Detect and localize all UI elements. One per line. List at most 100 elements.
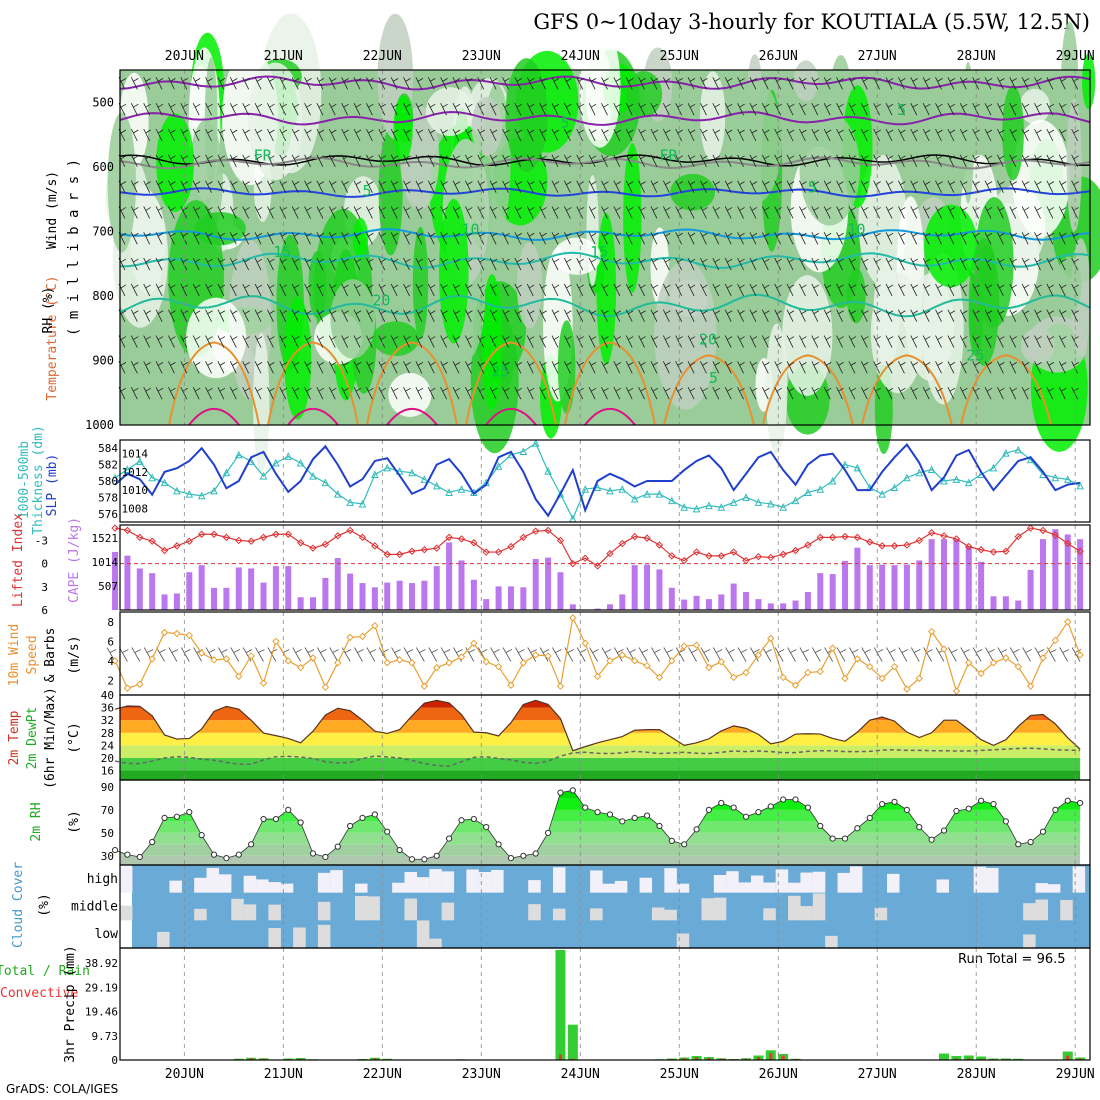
cape-bar <box>421 580 428 610</box>
wind-barb <box>601 206 609 219</box>
wind-barb <box>1009 154 1017 167</box>
wind-barb <box>984 77 993 90</box>
wind-barb <box>229 103 238 116</box>
temperature-contour-25 <box>662 354 755 426</box>
wind-barb <box>724 232 733 245</box>
wind-barb <box>1046 361 1055 374</box>
wind-barb <box>551 103 560 116</box>
wind-barb <box>836 387 844 400</box>
rh-marker <box>594 809 601 816</box>
wind-speed-marker <box>222 655 231 663</box>
wind-barb <box>836 232 844 245</box>
wind-barb <box>403 232 411 245</box>
wind-barb <box>452 309 461 322</box>
rh-marker <box>149 838 156 846</box>
wind-speed-marker <box>235 672 243 681</box>
surface-wind-barb <box>440 647 451 662</box>
wind-barb <box>1034 180 1042 193</box>
rh-marker <box>223 855 230 862</box>
wind-barb <box>366 77 374 90</box>
cape-bar <box>396 580 403 610</box>
wind-barb <box>563 103 572 116</box>
cloud-cell <box>664 909 677 921</box>
thickness-marker <box>630 494 639 503</box>
rh-marker <box>347 822 354 830</box>
wind-barb <box>563 309 572 322</box>
wind-barb <box>378 103 386 116</box>
wind-barb <box>465 128 473 142</box>
wind-barb <box>155 283 164 297</box>
wind-barb <box>761 283 770 297</box>
rh-marker <box>767 803 774 810</box>
thickness-marker <box>903 473 911 482</box>
bottom-date-label: 25JUN <box>660 1067 699 1082</box>
cloud-cell <box>849 866 863 893</box>
cloud-cell <box>317 901 331 921</box>
wind-barb <box>267 206 275 219</box>
wind-speed-marker <box>185 631 193 640</box>
precip-convective-bar <box>249 1058 253 1060</box>
wind-barb <box>984 387 993 400</box>
wind-barb <box>229 154 238 167</box>
li-marker <box>965 542 973 551</box>
wind-barb <box>675 128 683 142</box>
wind-barb <box>1071 103 1079 116</box>
wind-barb <box>737 387 745 400</box>
thickness-marker <box>420 475 429 483</box>
thickness-marker <box>222 468 231 477</box>
rh-marker <box>248 841 255 848</box>
wind-barb <box>588 103 597 116</box>
rh-marker <box>495 841 502 848</box>
wind-barb <box>860 206 869 219</box>
thickness-marker <box>457 485 466 493</box>
page-title: GFS 0~10day 3-hourly for KOUTIALA (5.5W,… <box>533 10 1090 34</box>
pressure-tick: 700 <box>92 224 114 238</box>
li-marker <box>630 532 639 541</box>
wind-barb <box>898 180 906 193</box>
cape-bar <box>928 539 935 610</box>
bottom-date-label: 26JUN <box>759 1067 798 1082</box>
wind-speed-tick: 6 <box>107 635 114 648</box>
surface-wind-barb <box>119 647 129 662</box>
wind-barb <box>675 361 683 374</box>
wind-barb <box>539 283 547 297</box>
li-marker <box>247 537 255 545</box>
wind-barb <box>390 154 399 167</box>
wind-barb <box>168 180 176 193</box>
contour-label: 25 <box>966 346 984 364</box>
wind-barb <box>242 77 250 90</box>
wind-barb <box>947 77 956 90</box>
thickness-marker <box>1051 473 1060 482</box>
cloud-cell <box>317 872 331 893</box>
temperature-contour <box>119 110 1091 126</box>
temperature-tick: 32 <box>101 714 114 727</box>
wind-barb <box>625 387 634 400</box>
wind-barb <box>378 387 386 400</box>
li-marker <box>940 532 948 540</box>
wind-barb <box>576 232 584 245</box>
thickness-marker <box>272 458 280 467</box>
wind-barb <box>180 283 189 297</box>
wind-barb <box>143 283 151 297</box>
li-marker <box>878 542 886 550</box>
wind-speed-marker <box>940 645 948 653</box>
cloud-cell <box>355 895 368 921</box>
wind-barb <box>502 206 510 219</box>
wind-speed-marker <box>890 662 899 671</box>
cape-bar <box>507 586 514 610</box>
wind-barb <box>242 206 250 219</box>
surface-wind-barb <box>230 647 240 662</box>
cloud-cell <box>528 880 541 893</box>
wind-speed-marker <box>767 634 775 643</box>
rh-marker <box>408 856 416 863</box>
wind-barb <box>304 387 312 400</box>
wind-barb <box>130 387 139 400</box>
wind-speed-marker <box>866 662 874 671</box>
wind-barb <box>242 283 250 297</box>
wind-barb <box>427 154 436 167</box>
wind-barb <box>217 206 226 219</box>
wind-barb <box>910 206 918 219</box>
rh-patch <box>393 96 413 162</box>
wind-barb <box>972 387 980 400</box>
cloud-cell <box>491 869 504 893</box>
